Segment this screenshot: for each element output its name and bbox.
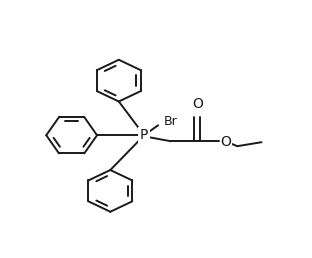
Text: O: O [220, 135, 231, 149]
Text: P: P [140, 128, 149, 142]
Text: Br: Br [163, 115, 177, 128]
Text: O: O [192, 98, 203, 111]
